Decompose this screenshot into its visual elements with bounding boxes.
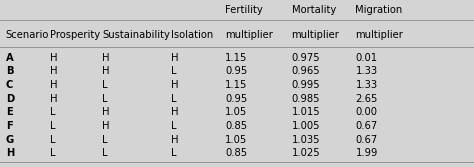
Text: 1.025: 1.025 [292, 148, 320, 158]
Text: 0.975: 0.975 [292, 53, 320, 63]
Text: G: G [6, 135, 14, 145]
Text: H: H [171, 107, 178, 117]
Text: 0.67: 0.67 [356, 121, 378, 131]
Text: B: B [6, 66, 13, 76]
Text: 1.99: 1.99 [356, 148, 378, 158]
Text: 0.85: 0.85 [225, 121, 247, 131]
Text: L: L [50, 121, 55, 131]
Text: H: H [171, 80, 178, 90]
Text: Fertility: Fertility [225, 5, 263, 15]
Text: H: H [6, 148, 14, 158]
Text: L: L [50, 107, 55, 117]
Text: Mortality: Mortality [292, 5, 336, 15]
Text: 0.95: 0.95 [225, 66, 247, 76]
Text: Migration: Migration [356, 5, 403, 15]
Text: Isolation: Isolation [171, 30, 213, 40]
Text: Sustainability: Sustainability [102, 30, 170, 40]
Text: L: L [50, 135, 55, 145]
Text: L: L [102, 148, 108, 158]
Text: D: D [6, 94, 14, 104]
Text: L: L [171, 66, 176, 76]
Text: H: H [102, 53, 109, 63]
Text: 1.15: 1.15 [225, 80, 247, 90]
Text: E: E [6, 107, 12, 117]
Text: 0.85: 0.85 [225, 148, 247, 158]
Text: 1.005: 1.005 [292, 121, 320, 131]
Text: 0.67: 0.67 [356, 135, 378, 145]
Text: H: H [171, 53, 178, 63]
Text: L: L [50, 148, 55, 158]
Text: 1.15: 1.15 [225, 53, 247, 63]
Text: L: L [171, 121, 176, 131]
Text: H: H [50, 53, 57, 63]
Text: L: L [171, 94, 176, 104]
Text: H: H [50, 80, 57, 90]
Text: 0.965: 0.965 [292, 66, 320, 76]
Text: C: C [6, 80, 13, 90]
Text: 1.33: 1.33 [356, 66, 378, 76]
Text: H: H [50, 66, 57, 76]
Text: 1.05: 1.05 [225, 107, 247, 117]
Text: 0.995: 0.995 [292, 80, 320, 90]
Text: A: A [6, 53, 13, 63]
Text: multiplier: multiplier [356, 30, 403, 40]
Text: H: H [102, 107, 109, 117]
Text: F: F [6, 121, 12, 131]
Text: H: H [102, 121, 109, 131]
Text: 0.985: 0.985 [292, 94, 320, 104]
Text: 0.00: 0.00 [356, 107, 377, 117]
Text: 1.05: 1.05 [225, 135, 247, 145]
Text: multiplier: multiplier [292, 30, 339, 40]
Text: 1.33: 1.33 [356, 80, 378, 90]
Text: L: L [171, 148, 176, 158]
Text: 2.65: 2.65 [356, 94, 378, 104]
Text: Prosperity: Prosperity [50, 30, 100, 40]
Text: 1.035: 1.035 [292, 135, 320, 145]
Text: H: H [171, 135, 178, 145]
Text: Scenario: Scenario [6, 30, 49, 40]
Text: L: L [102, 80, 108, 90]
Text: L: L [102, 94, 108, 104]
Text: 0.95: 0.95 [225, 94, 247, 104]
Text: 0.01: 0.01 [356, 53, 378, 63]
Text: multiplier: multiplier [225, 30, 273, 40]
Text: H: H [102, 66, 109, 76]
Text: 1.015: 1.015 [292, 107, 320, 117]
Text: H: H [50, 94, 57, 104]
Text: L: L [102, 135, 108, 145]
